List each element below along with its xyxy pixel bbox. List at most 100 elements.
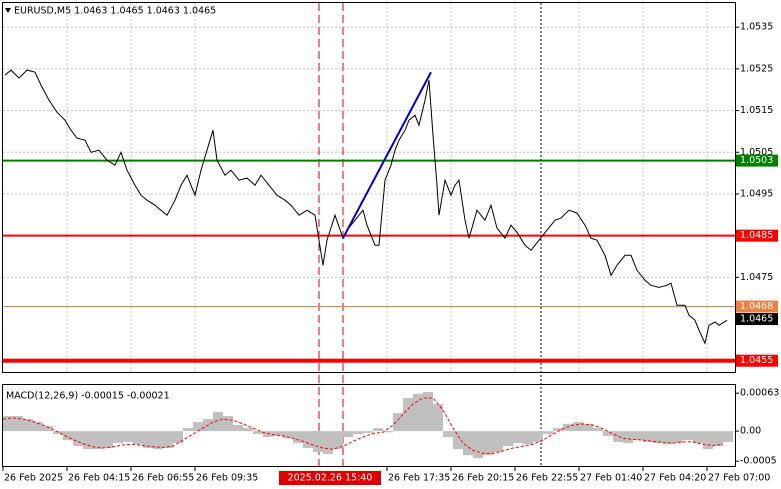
signal-line <box>2 397 724 454</box>
macd-panel <box>2 384 736 467</box>
level-label: 1.0468 <box>740 301 773 312</box>
histogram-bar <box>3 416 13 432</box>
histogram-bar <box>43 426 53 432</box>
x-tick-label: 26 Feb 06:55 <box>132 473 194 484</box>
level-label-box <box>736 354 778 367</box>
histogram-bar <box>243 428 253 432</box>
histogram-bar <box>133 431 143 445</box>
histogram-bar <box>523 431 533 445</box>
x-tick-label: 27 Feb 01:40 <box>580 473 642 484</box>
histogram-bar <box>153 431 163 450</box>
histogram-bar <box>173 431 183 444</box>
histogram-bar <box>533 431 543 442</box>
price-line <box>4 69 728 345</box>
histogram-bar <box>633 431 643 441</box>
histogram-bar <box>213 411 223 432</box>
histogram-bar <box>483 431 493 456</box>
histogram-bar <box>13 416 23 432</box>
histogram-bar <box>683 431 693 441</box>
level-label-box <box>736 154 778 167</box>
histogram-bar <box>103 431 113 448</box>
histogram-bar <box>373 428 383 432</box>
histogram-bar <box>263 431 273 438</box>
histogram-bar <box>293 431 303 444</box>
y-tick-label: 1.0475 <box>740 272 773 283</box>
histogram-bar <box>433 404 443 432</box>
histogram-bar <box>63 431 73 441</box>
histogram-bar <box>393 413 403 432</box>
histogram-bar <box>423 392 433 432</box>
histogram-bar <box>223 416 233 432</box>
histogram-bar <box>603 431 613 436</box>
histogram-bar <box>663 431 673 445</box>
histogram-bar <box>343 431 353 438</box>
level-label: 1.0503 <box>740 155 773 166</box>
histogram-bar <box>363 431 373 433</box>
price-label: 1.0465 <box>740 314 773 325</box>
level-label: 1.0455 <box>740 355 773 366</box>
y-tick-label: 1.0495 <box>740 188 773 199</box>
level-label-box <box>736 229 778 242</box>
histogram-bar <box>273 431 283 436</box>
chart-title: EURUSD,M5 1.0463 1.0465 1.0463 1.0465 <box>14 6 216 17</box>
price-label-box <box>736 313 778 326</box>
histogram-bar <box>33 422 43 432</box>
title-arrow <box>5 8 11 13</box>
y-tick-label: 1.0525 <box>740 63 773 74</box>
histogram-bar <box>123 431 133 442</box>
histogram-bar <box>553 428 563 432</box>
y-tick-label: 1.0535 <box>740 22 773 33</box>
x-tick-label: 26 Feb 20:15 <box>452 473 514 484</box>
histogram-bar <box>313 431 323 453</box>
trend-line <box>342 71 432 239</box>
histogram-bar <box>253 431 263 435</box>
y-tick-label: 0.00 <box>740 426 761 437</box>
histogram-bar <box>653 431 663 444</box>
histogram-bar <box>643 431 653 442</box>
histogram-bar <box>713 431 723 447</box>
histogram-bar <box>493 431 503 453</box>
histogram-bar <box>93 431 103 450</box>
histogram-bar <box>353 431 363 435</box>
x-tick-label: 27 Feb 04:20 <box>644 473 706 484</box>
histogram-bar <box>513 431 523 444</box>
histogram-bar <box>333 431 343 450</box>
histogram-bar <box>443 431 453 438</box>
x-tick-label: 27 Feb 07:00 <box>708 473 770 484</box>
macd-title: MACD(12,26,9) -0.00015 -0.00021 <box>6 391 170 402</box>
histogram-bar <box>473 431 483 459</box>
cursor-label-box <box>279 471 381 485</box>
x-tick-label: 26 Feb 04:15 <box>68 473 130 484</box>
histogram-bar <box>723 431 733 442</box>
y-tick-label: -0.0005 <box>740 456 777 467</box>
histogram-bar <box>463 431 473 456</box>
y-tick-label: 0.00063 <box>740 388 779 399</box>
histogram-bar <box>543 431 553 435</box>
histogram-bar <box>593 428 603 432</box>
histogram-bar <box>323 431 333 454</box>
histogram-bar <box>73 431 83 447</box>
histogram-bar <box>583 423 593 432</box>
histogram-bar <box>183 428 193 432</box>
histogram-bar <box>303 431 313 448</box>
histogram-bar <box>503 431 513 447</box>
histogram-bar <box>53 431 63 435</box>
histogram-bar <box>193 422 203 432</box>
x-tick-label: 26 Feb 09:35 <box>196 473 258 484</box>
histogram-bar <box>613 431 623 442</box>
histogram-bar <box>703 431 713 450</box>
histogram-bar <box>163 431 173 448</box>
histogram-bar <box>113 431 123 444</box>
histogram-bar <box>693 431 703 444</box>
histogram-bar <box>233 425 243 432</box>
histogram-bar <box>383 431 393 433</box>
x-tick-label: 26 Feb 2025 <box>4 473 63 484</box>
histogram-bar <box>453 431 463 450</box>
y-tick-label: 1.0505 <box>740 147 773 158</box>
cursor-label: 2025.02.26 15:40 <box>288 473 373 484</box>
x-tick-label: 26 Feb 22:55 <box>516 473 578 484</box>
histogram-bar <box>563 423 573 432</box>
histogram-bar <box>413 393 423 432</box>
histogram-bar <box>403 398 413 432</box>
